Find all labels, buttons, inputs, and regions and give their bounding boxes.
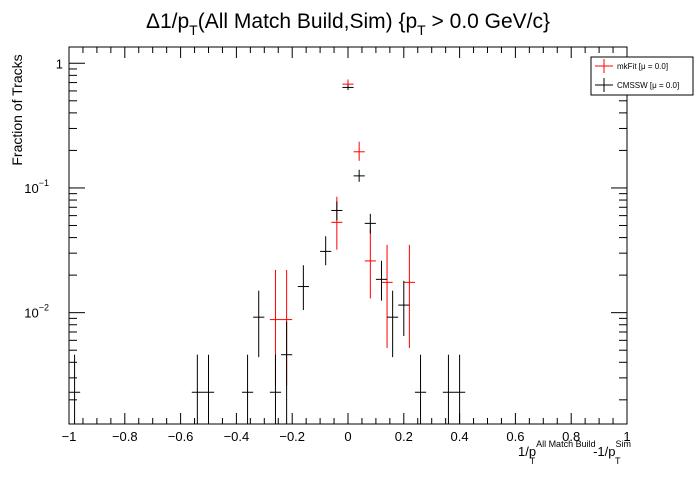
xlabel-a-sup: All Match Build [536, 439, 596, 449]
x-tick-label: −1 [62, 429, 77, 444]
data-point [414, 354, 427, 424]
data-point [403, 244, 415, 349]
chart-title: Δ1/pT(All Match Build,Sim) {pT > 0.0 GeV… [146, 10, 550, 38]
data-point [387, 290, 399, 358]
data-point [241, 354, 254, 424]
data-point [191, 354, 203, 424]
data-point [281, 321, 293, 424]
xlabel-b-sup: Sim [616, 439, 632, 449]
y-tick-label-exp: −1 [39, 178, 49, 188]
data-point [364, 213, 376, 234]
xlabel-b: -1/p [593, 444, 615, 459]
title-sub2: T [417, 22, 426, 38]
x-tick-label: 0.8 [562, 429, 580, 444]
data-point [202, 354, 215, 424]
y-tick-label: 10−1 [24, 178, 49, 196]
data-point [364, 228, 376, 299]
x-tick-label: −0.6 [168, 429, 194, 444]
y-tick-label-base: 1 [56, 56, 63, 71]
data-point [269, 354, 282, 424]
axis-ticks: −1 −0.8 −0.6 −0.4 −0.2 0 0.2 0.4 0.6 0.8 1110−110−… [24, 47, 631, 444]
data-point [253, 290, 265, 358]
data-point [320, 236, 332, 266]
y-tick-label-base: 10 [24, 181, 38, 196]
title-suffix: > 0.0 GeV/c} [426, 10, 550, 33]
data-point [381, 244, 393, 349]
data-point [398, 280, 410, 336]
data-point [331, 201, 343, 221]
data-point [69, 354, 81, 424]
data-point [353, 169, 365, 182]
data-layer [69, 79, 466, 424]
y-tick-label-exp: −2 [39, 303, 49, 313]
x-tick-label: −0.4 [224, 429, 250, 444]
y-tick-label: 1 [56, 56, 63, 71]
xlabel-b-sub: T [615, 456, 621, 466]
plot-frame [68, 46, 628, 425]
xlabel-a-sub: T [530, 456, 536, 466]
x-tick-label: 0.6 [506, 429, 524, 444]
data-point [297, 265, 309, 311]
data-point [375, 260, 388, 301]
y-tick-label-base: 10 [24, 306, 38, 321]
x-tick-label: −0.8 [112, 429, 138, 444]
y-tick-label: 10−2 [24, 303, 49, 321]
data-point [353, 141, 365, 161]
x-tick-label: 0.4 [451, 429, 469, 444]
title-prefix: Δ1/p [146, 10, 189, 33]
data-point [342, 84, 354, 91]
y-axis-label: Fraction of Tracks [9, 54, 25, 165]
title-middle: (All Match Build,Sim) {p [198, 10, 417, 33]
x-axis-label: 1/pAll Match Build T-1/pSim T [518, 439, 631, 466]
data-point [454, 354, 466, 424]
series-0 [269, 79, 415, 386]
x-tick-label: 1 [623, 429, 630, 444]
legend-box [590, 56, 694, 96]
legend-mkfit-label: mkFit [μ = 0.0] [617, 62, 668, 71]
x-tick-label: 0.2 [395, 429, 413, 444]
data-point [442, 354, 455, 424]
series-1 [69, 84, 466, 424]
legend: mkFit [μ = 0.0] CMSSW [μ = 0.0] [590, 56, 694, 96]
title-sub1: T [189, 22, 198, 38]
legend-cmssw-label: CMSSW [μ = 0.0] [617, 81, 679, 90]
x-tick-label: −0.2 [279, 429, 305, 444]
x-tick-label: 0 [344, 429, 351, 444]
xlabel-a: 1/p [518, 444, 536, 459]
